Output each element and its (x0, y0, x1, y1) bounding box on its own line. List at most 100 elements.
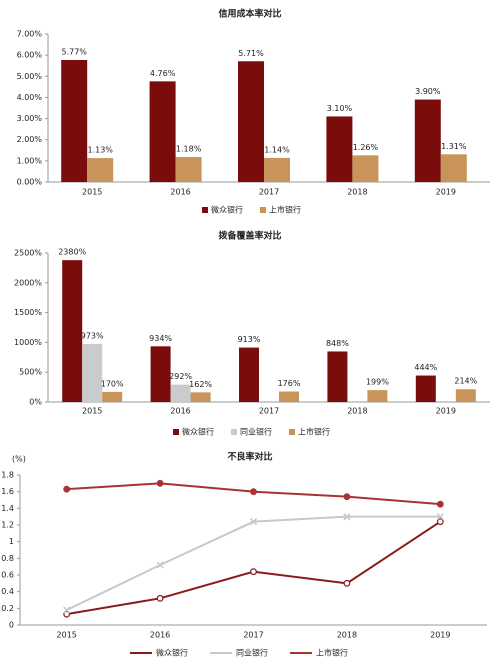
x-tick-label: 2017 (243, 631, 263, 640)
data-label: 1.31% (441, 142, 467, 151)
bar (61, 60, 88, 182)
data-label: 199% (366, 378, 389, 387)
bar (149, 81, 176, 182)
chart-title: 信用成本率对比 (218, 8, 281, 20)
bar (102, 391, 123, 402)
data-label: 4.76% (150, 69, 176, 78)
chart-title: 不良率对比 (227, 451, 272, 463)
legend-label: 微众银行 (156, 648, 188, 658)
marker (63, 485, 71, 493)
y-tick-label: 2500% (14, 249, 42, 258)
bar (327, 351, 348, 402)
x-tick-label: 2016 (170, 188, 190, 197)
marker (63, 610, 71, 618)
y-tick-label: 0.2 (1, 604, 14, 613)
x-tick-label: 2019 (436, 407, 456, 416)
data-label: 292% (169, 372, 192, 381)
marker (156, 479, 164, 487)
data-label: 176% (278, 379, 301, 388)
bar (279, 391, 299, 402)
y-tick-label: 1.00% (17, 156, 43, 165)
bar (239, 347, 259, 402)
x-tick-label: 2017 (259, 407, 279, 416)
data-label: 170% (101, 379, 124, 388)
x-tick-label: 2018 (347, 188, 367, 197)
marker (250, 568, 257, 576)
marker (250, 488, 257, 496)
y-tick-label: 2000% (14, 278, 42, 287)
x-tick-label: 2018 (337, 631, 357, 640)
marker (343, 579, 351, 587)
marker (436, 518, 444, 526)
bar (190, 392, 211, 402)
legend-label: 同业银行 (236, 648, 268, 658)
data-label: 973% (81, 332, 104, 341)
marker (156, 561, 164, 569)
y-tick-label: 0% (29, 398, 42, 407)
legend-label: 同业银行 (240, 427, 272, 437)
legend-swatch (231, 429, 237, 435)
data-label: 848% (326, 339, 349, 348)
legend-label: 上市银行 (269, 205, 301, 215)
bar (264, 157, 290, 182)
bar (326, 116, 353, 182)
bar (170, 384, 191, 402)
data-label: 5.77% (61, 48, 87, 57)
x-tick-label: 2015 (82, 407, 102, 416)
y-tick-label: 500% (19, 368, 42, 377)
bar (82, 344, 103, 402)
data-label: 1.14% (264, 145, 290, 154)
legend-label: 上市银行 (316, 648, 348, 658)
bar (175, 157, 202, 182)
y-tick-label: 1.2 (1, 521, 14, 530)
data-label: 1.13% (87, 146, 113, 155)
legend-label: 微众银行 (211, 205, 243, 215)
marker (343, 493, 351, 501)
y-tick-label: 0.8 (1, 554, 14, 563)
legend-label: 上市银行 (298, 427, 330, 437)
y-tick-label: 0 (9, 621, 14, 630)
data-label: 1.26% (353, 143, 379, 152)
y-tick-label: 1 (9, 537, 14, 546)
bar (352, 155, 379, 182)
y-tick-label: 7.00% (17, 30, 43, 39)
marker (436, 500, 444, 508)
data-label: 934% (149, 334, 172, 343)
y-tick-label: 4.00% (17, 93, 43, 102)
legend-swatch (202, 207, 208, 213)
bar (238, 61, 264, 182)
y-tick-label: 6.00% (17, 51, 43, 60)
data-label: 3.90% (415, 87, 441, 96)
x-tick-label: 2019 (436, 188, 456, 197)
bar (414, 99, 441, 182)
bar (62, 260, 83, 402)
y-axis-label: (%) (12, 455, 26, 464)
data-label: 214% (454, 377, 477, 386)
y-tick-label: 0.6 (1, 571, 14, 580)
y-tick-label: 0.4 (1, 587, 14, 596)
bar (150, 346, 171, 402)
x-tick-label: 2016 (170, 407, 190, 416)
data-label: 5.71% (238, 49, 264, 58)
legend-swatch (260, 207, 266, 213)
bar (455, 389, 476, 402)
y-tick-label: 3.00% (17, 114, 43, 123)
data-label: 1.18% (176, 145, 202, 154)
x-tick-label: 2016 (150, 631, 170, 640)
marker (63, 606, 71, 614)
data-label: 913% (238, 335, 261, 344)
marker (436, 513, 444, 521)
chart-title: 拨备覆盖率对比 (218, 230, 281, 242)
legend-label: 微众银行 (182, 427, 214, 437)
data-label: 2380% (58, 248, 86, 257)
x-tick-label: 2015 (57, 631, 77, 640)
bar (367, 390, 388, 402)
bar (87, 158, 114, 182)
line (66, 520, 441, 616)
x-tick-label: 2019 (430, 631, 450, 640)
data-label: 162% (189, 380, 212, 389)
data-label: 444% (414, 363, 437, 372)
marker (249, 518, 258, 526)
legend-swatch (173, 429, 179, 435)
